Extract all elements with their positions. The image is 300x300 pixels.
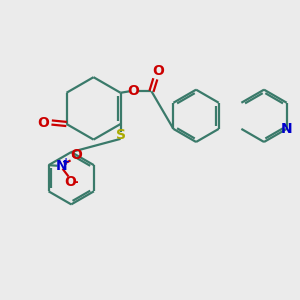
Text: S: S [116,128,126,142]
Text: O: O [152,64,164,78]
Text: O: O [127,84,139,98]
Text: N: N [281,122,292,136]
Text: -: - [73,176,78,189]
Text: O: O [70,148,82,162]
Text: +: + [62,157,70,166]
Text: O: O [38,116,50,130]
Text: O: O [64,176,76,189]
Text: N: N [55,159,67,173]
